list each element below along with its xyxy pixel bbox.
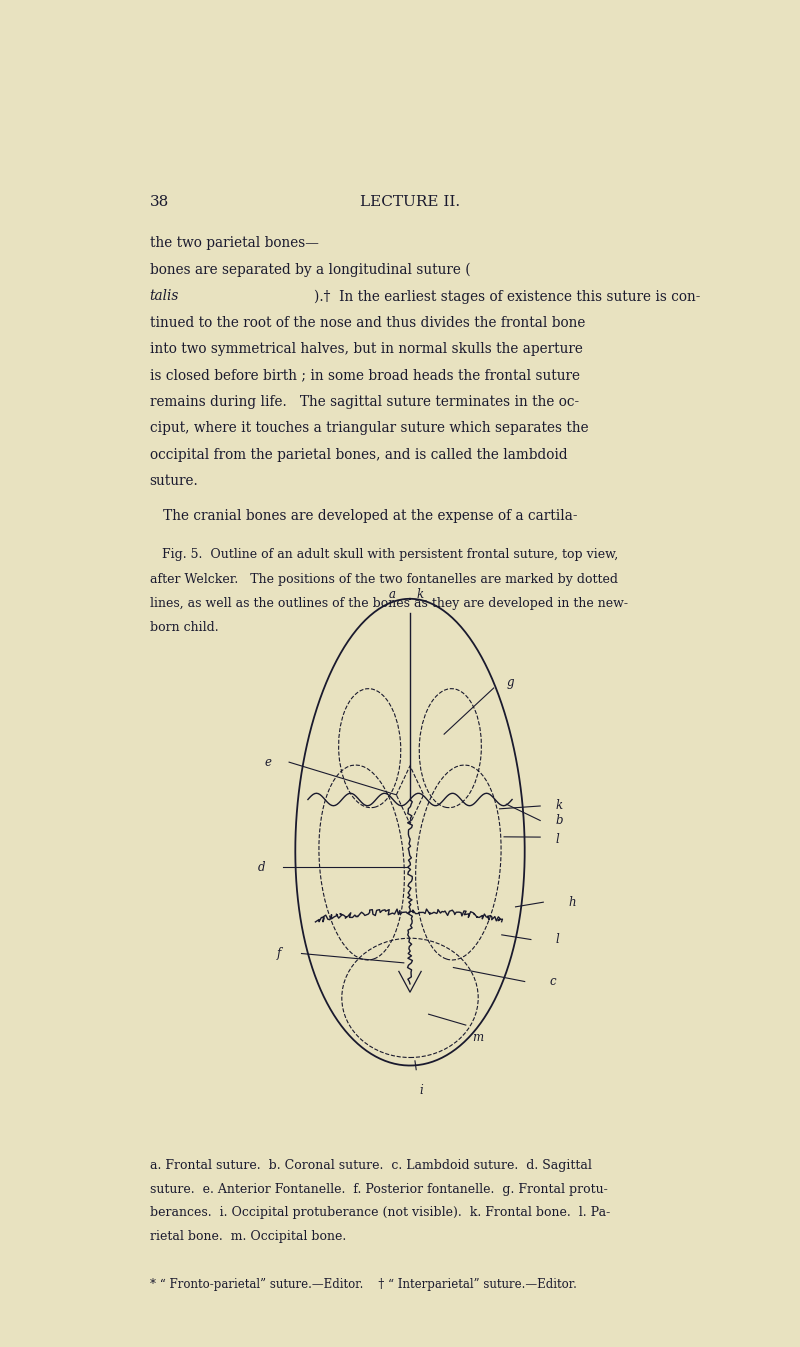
- Text: c: c: [550, 975, 556, 989]
- Text: g: g: [506, 676, 514, 690]
- Text: lines, as well as the outlines of the bones as they are developed in the new-: lines, as well as the outlines of the bo…: [150, 597, 628, 610]
- Text: i: i: [419, 1084, 423, 1098]
- Text: Fig. 5.  Outline of an adult skull with persistent frontal suture, top view,: Fig. 5. Outline of an adult skull with p…: [150, 548, 618, 562]
- Text: * “ Fronto-parietal” suture.—Editor.    † “ Interparietal” suture.—Editor.: * “ Fronto-parietal” suture.—Editor. † “…: [150, 1278, 577, 1290]
- Text: The cranial bones are developed at the expense of a cartila-: The cranial bones are developed at the e…: [150, 509, 577, 523]
- Text: berances.  i. Occipital protuberance (not visible).  k. Frontal bone.  l. Pa-: berances. i. Occipital protuberance (not…: [150, 1207, 610, 1219]
- Text: m: m: [472, 1030, 483, 1044]
- Text: talis: talis: [150, 290, 179, 303]
- Text: suture.: suture.: [150, 474, 198, 489]
- Text: suture.  e. Anterior Fontanelle.  f. Posterior fontanelle.  g. Frontal protu-: suture. e. Anterior Fontanelle. f. Poste…: [150, 1183, 607, 1196]
- Text: a. Frontal suture.  b. Coronal suture.  c. Lambdoid suture.  d. Sagittal: a. Frontal suture. b. Coronal suture. c.…: [150, 1158, 591, 1172]
- Text: after Welcker.   The positions of the two fontanelles are marked by dotted: after Welcker. The positions of the two …: [150, 572, 618, 586]
- Text: is closed before birth ; in some broad heads the frontal suture: is closed before birth ; in some broad h…: [150, 369, 579, 383]
- Text: b: b: [556, 814, 563, 827]
- Text: ).†  In the earliest stages of existence this suture is con-: ).† In the earliest stages of existence …: [314, 290, 700, 303]
- Text: into two symmetrical halves, but in normal skulls the aperture: into two symmetrical halves, but in norm…: [150, 342, 582, 356]
- Text: 38: 38: [150, 195, 169, 209]
- Text: k: k: [416, 589, 423, 601]
- Text: bones are separated by a longitudinal suture (: bones are separated by a longitudinal su…: [150, 263, 470, 277]
- Text: occipital from the parietal bones, and is called the lambdoid: occipital from the parietal bones, and i…: [150, 449, 567, 462]
- Text: LECTURE II.: LECTURE II.: [360, 195, 460, 209]
- Text: ciput, where it touches a triangular suture which separates the: ciput, where it touches a triangular sut…: [150, 422, 588, 435]
- Text: d: d: [258, 861, 266, 874]
- Text: e: e: [264, 756, 271, 769]
- Text: h: h: [568, 896, 576, 909]
- Text: the two parietal bones—: the two parietal bones—: [150, 236, 318, 251]
- Text: l: l: [556, 832, 559, 846]
- Text: f: f: [277, 947, 281, 960]
- Text: born child.: born child.: [150, 621, 218, 634]
- Text: rietal bone.  m. Occipital bone.: rietal bone. m. Occipital bone.: [150, 1230, 346, 1243]
- Text: remains during life.   The sagittal suture terminates in the oc-: remains during life. The sagittal suture…: [150, 395, 578, 409]
- Text: tinued to the root of the nose and thus divides the frontal bone: tinued to the root of the nose and thus …: [150, 315, 585, 330]
- Text: l: l: [556, 933, 559, 946]
- Text: k: k: [556, 800, 563, 812]
- Text: a: a: [388, 589, 395, 601]
